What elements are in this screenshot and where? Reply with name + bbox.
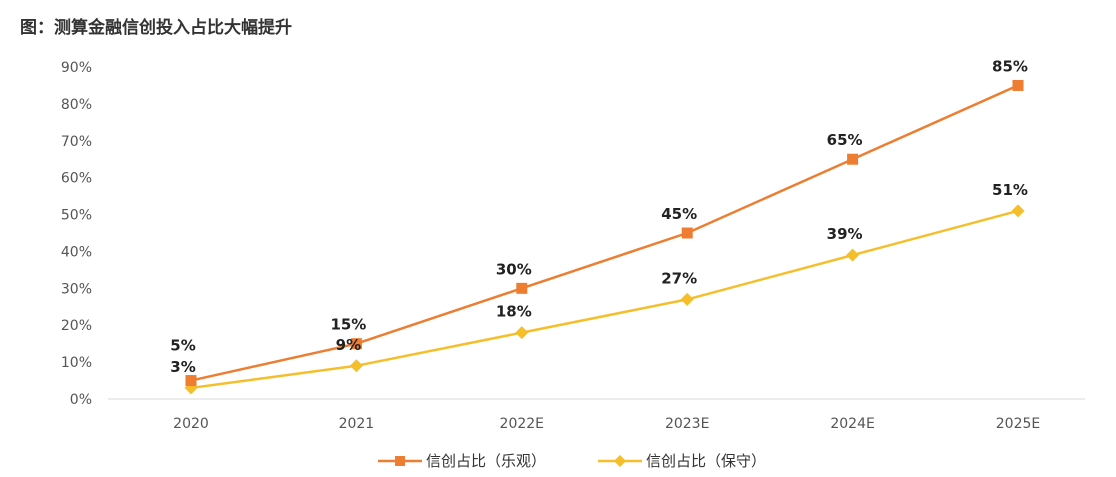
y-axis-ticks: 0% 10% 20% 30% 40% 50% 60% 70% 80% 90% [61, 60, 92, 408]
data-point-diamond [1011, 204, 1025, 218]
data-point-diamond [515, 326, 529, 340]
data-point-square [350, 338, 362, 350]
data-label: 18% [496, 303, 532, 321]
x-tick-label: 2021 [339, 416, 375, 432]
legend: 信创占比（乐观） 信创占比（保守） [378, 452, 766, 470]
data-label: 39% [827, 225, 863, 243]
data-point-diamond [349, 359, 363, 373]
legend-swatch-square [395, 456, 405, 466]
x-tick-label: 2024E [830, 416, 874, 432]
data-label: 5% [170, 337, 195, 355]
data-point-square [847, 153, 859, 165]
data-label: 9% [336, 336, 361, 354]
data-point-diamond [680, 292, 694, 306]
y-tick-label: 90% [61, 60, 92, 76]
data-label: 30% [496, 260, 532, 278]
series-layer [184, 79, 1025, 395]
data-point-diamond [846, 248, 860, 262]
data-label: 85% [992, 57, 1028, 75]
y-tick-label: 70% [61, 134, 92, 150]
data-label: 27% [661, 269, 697, 287]
data-label: 15% [330, 316, 366, 334]
y-tick-label: 60% [61, 171, 92, 187]
y-tick-label: 20% [61, 318, 92, 334]
y-tick-label: 80% [61, 97, 92, 113]
data-point-square [516, 282, 528, 294]
legend-label: 信创占比（乐观） [426, 452, 546, 470]
legend-swatch-diamond [614, 455, 626, 467]
x-tick-label: 2022E [500, 416, 544, 432]
data-point-square [1012, 79, 1024, 91]
x-tick-label: 2025E [996, 416, 1040, 432]
series-line [190, 84, 1019, 382]
y-tick-label: 30% [61, 281, 92, 297]
y-tick-label: 50% [61, 208, 92, 224]
data-label: 51% [992, 181, 1028, 199]
data-point-square [185, 375, 197, 387]
x-tick-label: 2020 [173, 416, 209, 432]
x-axis-ticks: 2020 2021 2022E 2023E 2024E 2025E [173, 416, 1040, 432]
legend-label: 信创占比（保守） [646, 452, 766, 470]
data-point-square [681, 227, 693, 239]
y-tick-label: 40% [61, 244, 92, 260]
y-tick-label: 10% [61, 355, 92, 371]
figure-title: 图：测算金融信创投入占比大幅提升 [20, 18, 292, 38]
x-tick-label: 2023E [665, 416, 709, 432]
data-label: 45% [661, 205, 697, 223]
data-label: 3% [170, 358, 195, 376]
data-labels: 5% 15% 30% 45% 65% 85% 3% 9% 18% 27% 39% 51% [170, 57, 1028, 375]
y-tick-label: 0% [70, 392, 92, 408]
series-line [190, 209, 1019, 390]
data-label: 65% [827, 131, 863, 149]
